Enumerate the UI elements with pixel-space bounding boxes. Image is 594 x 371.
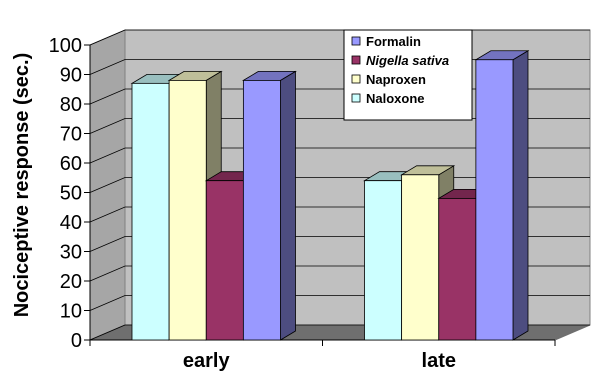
bar-front [131, 82, 170, 341]
y-tick-label: 60 [60, 153, 82, 175]
y-tick-label: 90 [60, 65, 82, 87]
bar [241, 70, 297, 341]
y-tick-label: 80 [60, 94, 82, 116]
bar [474, 50, 530, 341]
y-tick-label: 50 [60, 183, 82, 205]
bar-front [475, 59, 514, 341]
legend-swatch [351, 93, 361, 103]
bar-side [280, 70, 296, 341]
y-tick-label: 30 [60, 242, 82, 264]
legend-swatch [351, 74, 361, 84]
y-tick-label: 70 [60, 124, 82, 146]
bar-front [364, 180, 403, 341]
bar-front [438, 197, 477, 341]
y-tick-label: 100 [49, 35, 82, 57]
bar-front [205, 180, 244, 341]
y-tick-labels: 0 10 20 30 40 50 60 70 80 90 100 [49, 35, 82, 352]
legend-swatch [351, 36, 361, 46]
legend-label: Formalin [366, 34, 421, 49]
legend: Formalin Nigella sativa Naproxen Naloxone [343, 29, 473, 121]
legend-box [343, 29, 473, 121]
legend-label: Nigella sativa [366, 53, 449, 68]
x-category-label: late [422, 350, 456, 371]
bars [130, 50, 530, 341]
bar-side [512, 50, 529, 341]
y-tick-label: 20 [60, 271, 82, 293]
legend-label: Naloxone [366, 91, 425, 106]
bar-front [242, 80, 281, 341]
x-category-labels: early late [183, 350, 456, 371]
y-tick-label: 40 [60, 212, 82, 234]
bar-front [401, 174, 440, 341]
legend-label: Naproxen [366, 72, 426, 87]
y-axis-label: Nociceptive response (sec.) [11, 53, 33, 318]
x-category-label: early [183, 350, 231, 371]
y-tick-label: 10 [60, 301, 82, 323]
gridline [89, 147, 590, 164]
y-tick-label: 0 [71, 330, 82, 352]
bar-front [168, 80, 207, 341]
legend-swatch [351, 55, 361, 65]
